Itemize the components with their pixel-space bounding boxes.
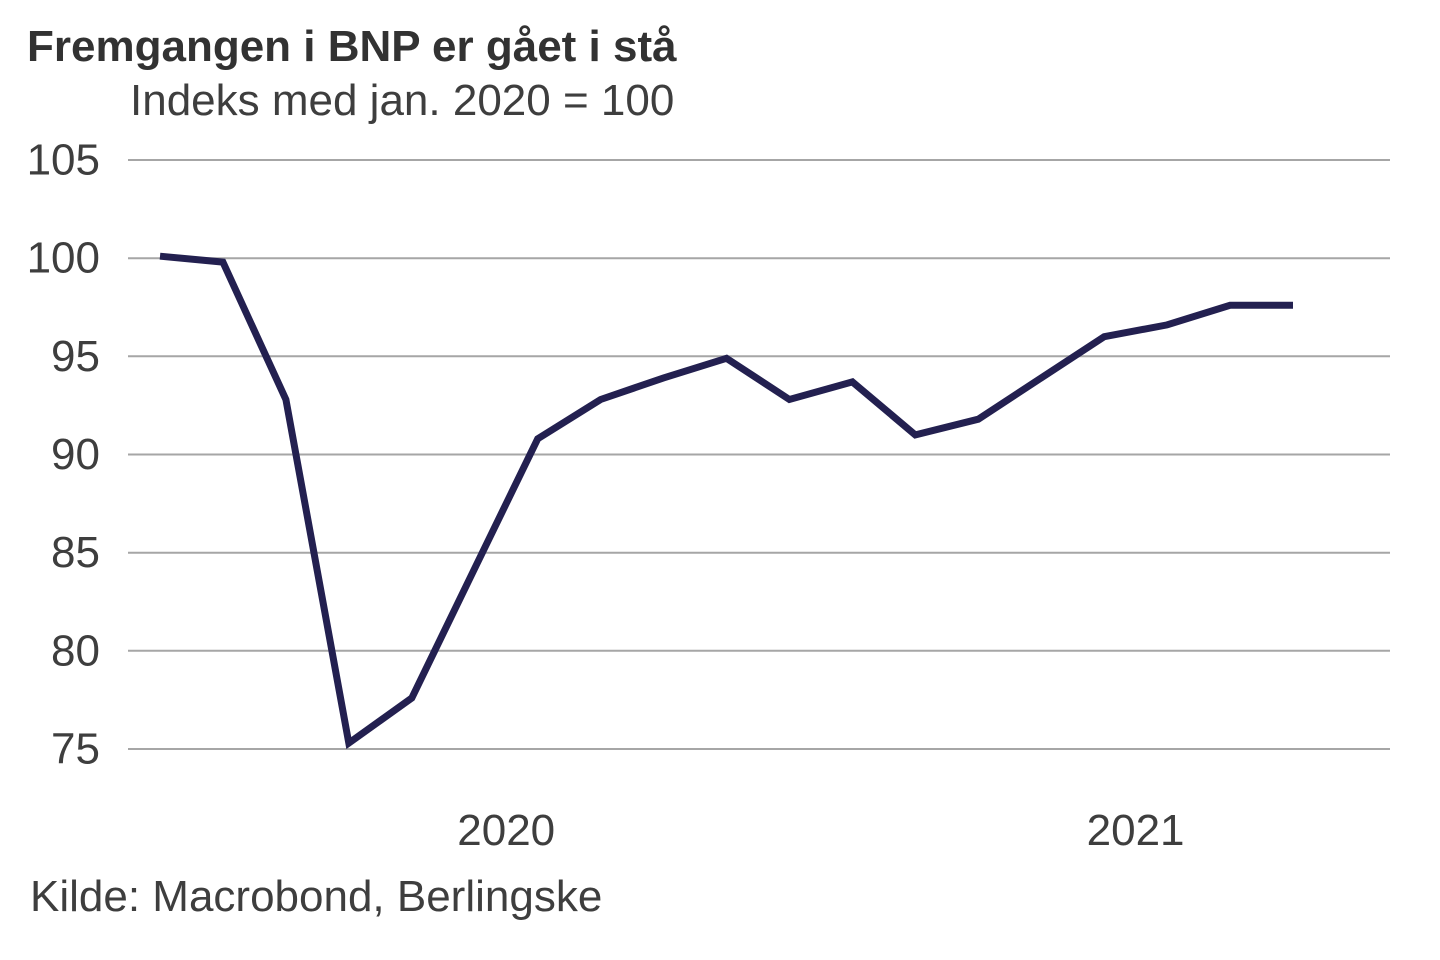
- y-axis-tick-label-95: 95: [51, 332, 100, 381]
- x-axis-tick-label-2020: 2020: [457, 806, 555, 855]
- y-axis-tick-label-85: 85: [51, 528, 100, 577]
- y-axis-tick-label-90: 90: [51, 430, 100, 479]
- chart-title: Fremgangen i BNP er gået i stå: [27, 22, 677, 71]
- y-axis-tick-label-75: 75: [51, 725, 100, 774]
- x-axis-tick-label-2021: 2021: [1087, 806, 1185, 855]
- y-axis-tick-label-105: 105: [27, 136, 100, 185]
- y-axis-tick-label-100: 100: [27, 234, 100, 283]
- y-axis-tick-label-80: 80: [51, 626, 100, 675]
- source-caption: Kilde: Macrobond, Berlingske: [30, 872, 603, 921]
- gdp-index-line: [159, 252, 1293, 750]
- chart-subtitle: Indeks med jan. 2020 = 100: [130, 76, 675, 125]
